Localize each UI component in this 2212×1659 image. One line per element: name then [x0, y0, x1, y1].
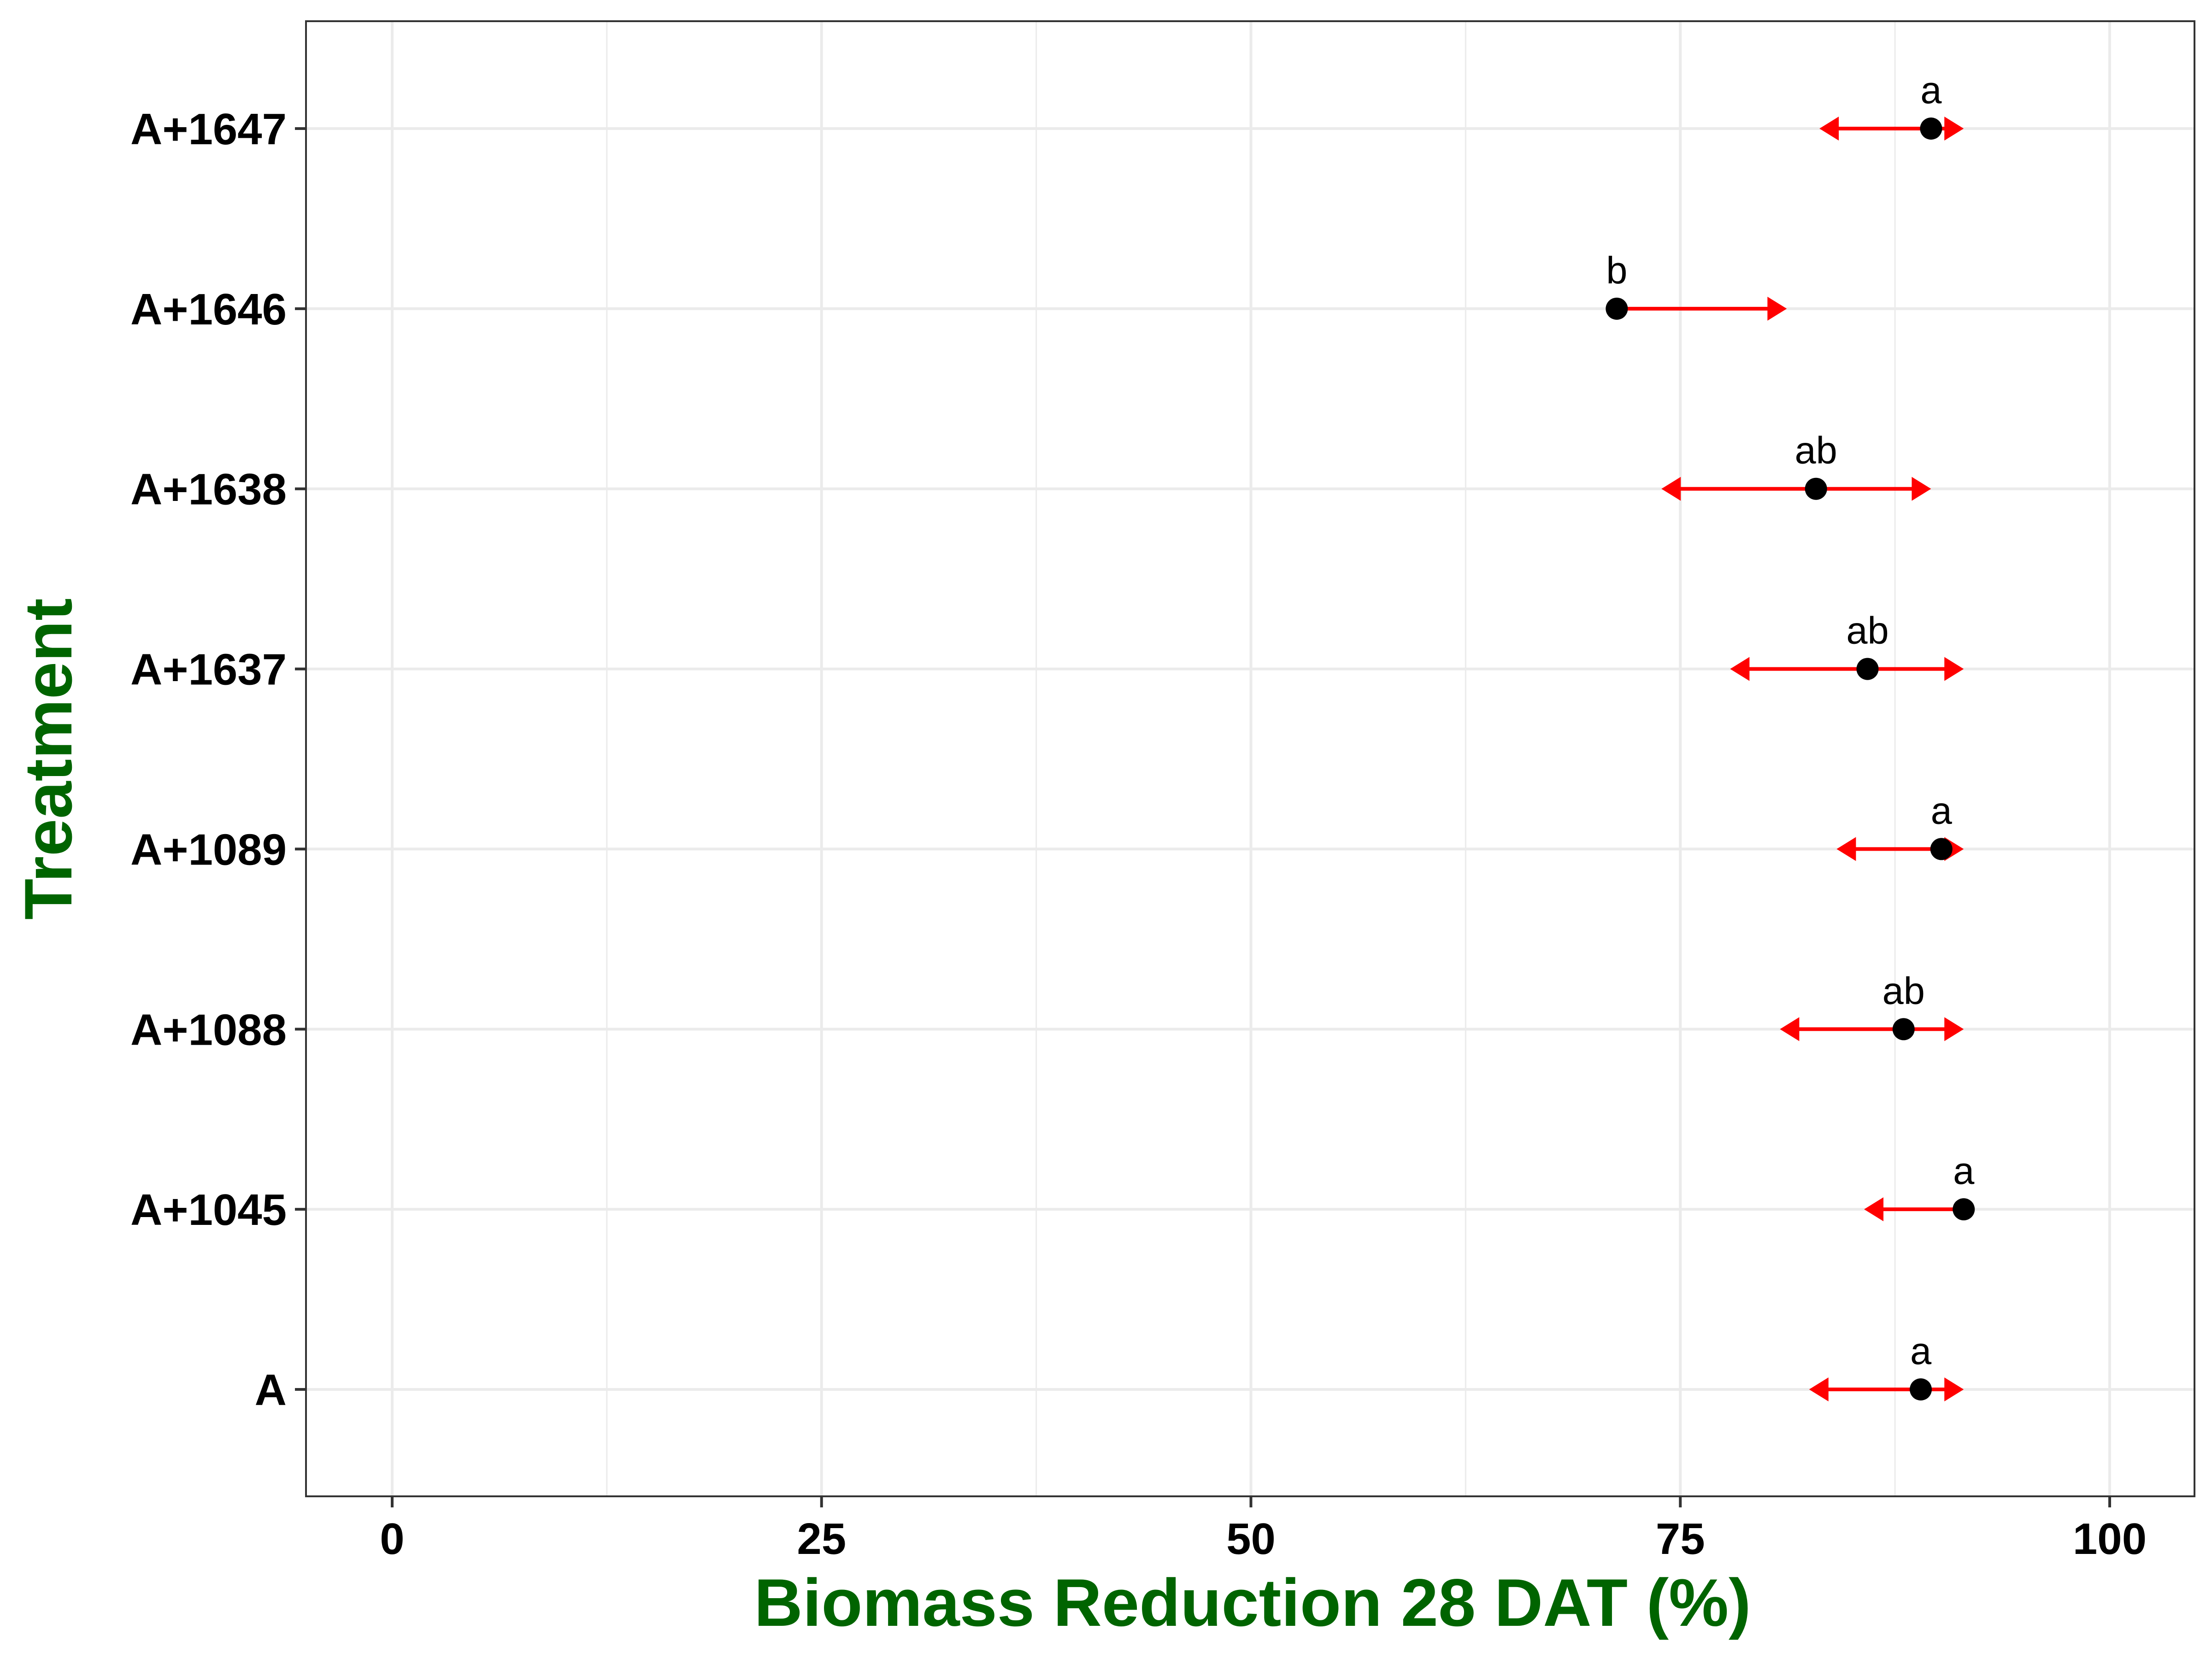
interval-arrowhead	[1819, 117, 1839, 141]
x-tick-label: 50	[1226, 1514, 1276, 1564]
interval-arrowhead	[1767, 296, 1787, 321]
y-tick-label: A+1646	[130, 285, 287, 334]
data-point	[1805, 477, 1827, 500]
significance-letter: a	[1910, 1330, 1932, 1372]
y-tick-label: A+1637	[130, 645, 287, 694]
interval-arrowhead	[1944, 117, 1964, 141]
interval-arrowhead	[1944, 1017, 1964, 1041]
interval-arrowhead	[1809, 1377, 1829, 1401]
y-tick-label: A+1089	[130, 825, 287, 874]
x-tick-label: 25	[797, 1514, 846, 1564]
x-tick-label: 75	[1656, 1514, 1705, 1564]
y-tick-label: A+1088	[130, 1005, 287, 1054]
significance-letter: ab	[1883, 969, 1925, 1012]
significance-letter: a	[1931, 789, 1953, 832]
significance-letter: ab	[1795, 429, 1837, 472]
significance-letter: b	[1606, 249, 1627, 292]
interval-arrowhead	[1780, 1017, 1800, 1041]
interval-arrowhead	[1944, 1377, 1964, 1401]
interval-arrowhead	[1661, 477, 1681, 501]
interval-arrowhead	[1730, 657, 1750, 681]
y-tick-label: A+1045	[130, 1185, 287, 1235]
x-axis-title: Biomass Reduction 28 DAT (%)	[754, 1565, 1751, 1640]
y-tick-label: A+1647	[130, 105, 287, 154]
y-axis-title: Treatment	[11, 598, 86, 920]
significance-letter: a	[1920, 69, 1942, 112]
data-point	[1910, 1378, 1932, 1400]
x-tick-label: 0	[380, 1514, 404, 1564]
interval-arrows	[1617, 117, 1964, 1401]
data-points	[1606, 118, 1975, 1400]
interval-arrowhead	[1836, 837, 1856, 861]
significance-letter: ab	[1846, 609, 1888, 652]
y-axis-ticks: A A+1045 A+1088 A+1089 A+1637 A+1638 A+1646 A+1…	[130, 105, 306, 1415]
significance-letter: a	[1953, 1149, 1975, 1192]
interval-arrowhead	[1912, 477, 1931, 501]
interval-arrowhead	[1864, 1197, 1884, 1222]
x-axis-ticks: 0 25 50 75 100	[380, 1496, 2147, 1564]
y-tick-label: A	[255, 1365, 287, 1415]
data-point	[1953, 1198, 1975, 1221]
interval-arrowhead	[1944, 657, 1964, 681]
y-tick-label: A+1638	[130, 465, 287, 514]
data-point	[1920, 118, 1942, 140]
data-point	[1892, 1018, 1915, 1041]
x-tick-label: 100	[2073, 1514, 2147, 1564]
data-point	[1930, 838, 1953, 860]
data-point	[1856, 658, 1879, 680]
minor-gridlines	[606, 21, 1896, 1496]
significance-letters: a a ab a ab ab b a	[1606, 69, 1975, 1372]
data-point	[1606, 297, 1628, 320]
